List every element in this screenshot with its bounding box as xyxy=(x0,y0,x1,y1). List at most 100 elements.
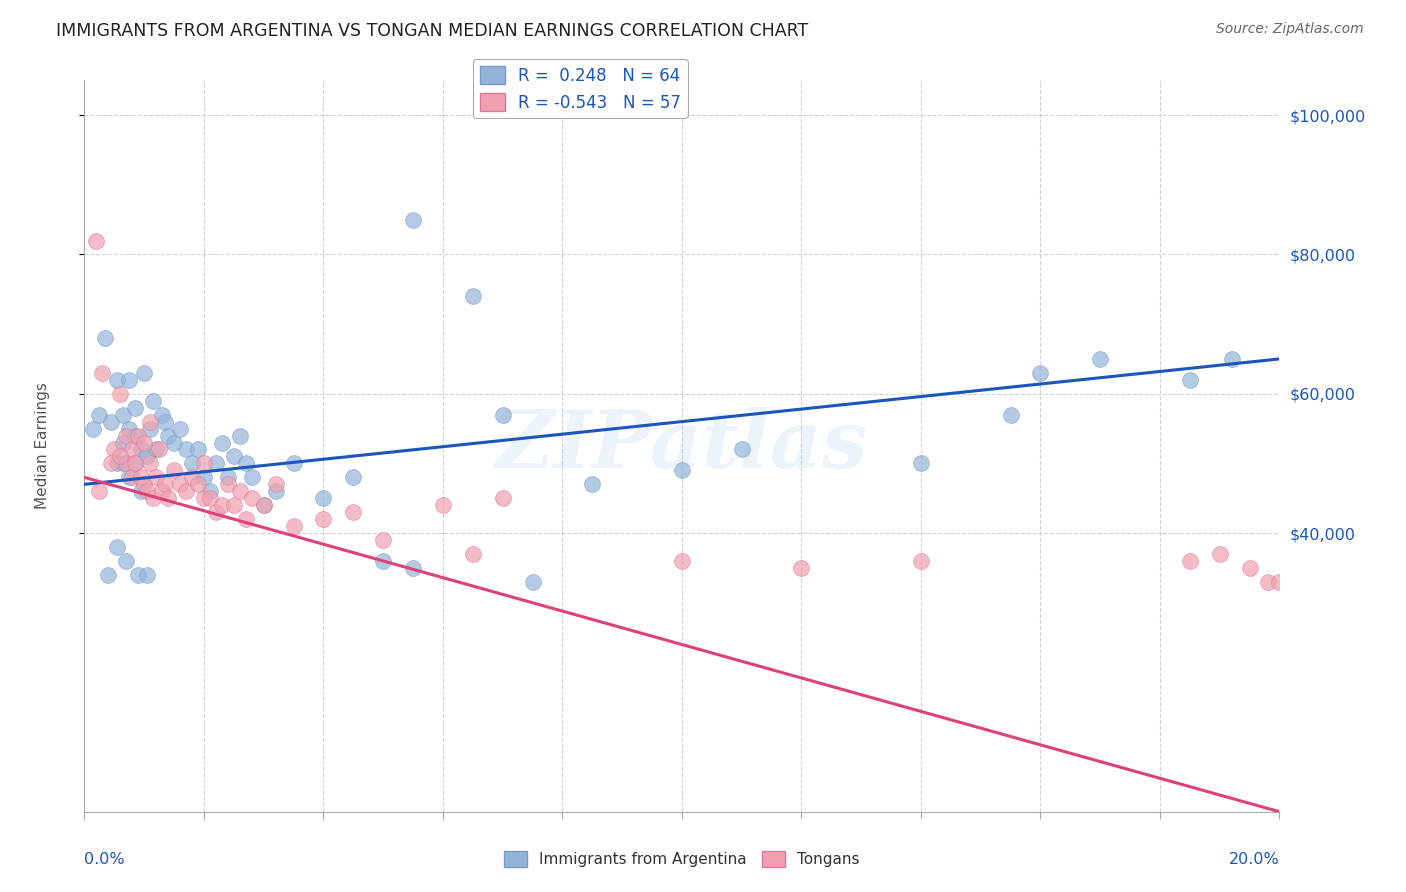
Point xyxy=(118,373,141,387)
Point xyxy=(129,470,152,484)
Point xyxy=(153,415,176,429)
Point xyxy=(163,435,186,450)
Point xyxy=(1257,574,1279,589)
Point xyxy=(312,512,335,526)
Point xyxy=(139,421,162,435)
Point xyxy=(205,505,228,519)
Point xyxy=(240,491,263,506)
Point xyxy=(136,484,159,499)
Point xyxy=(910,554,932,568)
Point xyxy=(193,491,215,506)
Point xyxy=(139,457,162,471)
Point xyxy=(145,470,167,484)
Point xyxy=(342,505,364,519)
Point xyxy=(124,428,146,442)
Point xyxy=(492,408,515,422)
Point xyxy=(132,435,156,450)
Point xyxy=(91,366,114,380)
Point xyxy=(153,477,176,491)
Point xyxy=(731,442,754,457)
Point xyxy=(342,470,364,484)
Point xyxy=(229,428,252,442)
Point xyxy=(100,457,122,471)
Point xyxy=(461,547,484,561)
Point xyxy=(187,477,209,491)
Point xyxy=(373,554,395,568)
Point xyxy=(264,484,287,499)
Point xyxy=(522,574,544,589)
Point xyxy=(312,491,335,506)
Point xyxy=(105,457,128,471)
Point xyxy=(89,484,111,499)
Point xyxy=(150,484,173,499)
Point xyxy=(112,457,135,471)
Point xyxy=(174,484,197,499)
Point xyxy=(671,554,693,568)
Point xyxy=(229,484,252,499)
Point xyxy=(492,491,515,506)
Point xyxy=(86,234,108,248)
Point xyxy=(139,415,162,429)
Point xyxy=(105,540,128,554)
Point xyxy=(110,450,132,464)
Point xyxy=(1268,574,1291,589)
Point xyxy=(150,408,173,422)
Point xyxy=(198,491,221,506)
Text: IMMIGRANTS FROM ARGENTINA VS TONGAN MEDIAN EARNINGS CORRELATION CHART: IMMIGRANTS FROM ARGENTINA VS TONGAN MEDI… xyxy=(56,22,808,40)
Point xyxy=(100,415,122,429)
Point xyxy=(253,498,276,512)
Point xyxy=(205,457,228,471)
Point xyxy=(118,421,141,435)
Point xyxy=(132,477,156,491)
Point xyxy=(790,561,813,575)
Text: ZIPatlas: ZIPatlas xyxy=(496,408,868,484)
Point xyxy=(264,477,287,491)
Point xyxy=(124,457,146,471)
Point xyxy=(283,457,305,471)
Text: 20.0%: 20.0% xyxy=(1229,852,1279,867)
Point xyxy=(157,428,180,442)
Point xyxy=(163,463,186,477)
Text: 0.0%: 0.0% xyxy=(84,852,125,867)
Point xyxy=(82,421,104,435)
Point xyxy=(127,428,149,442)
Point xyxy=(112,435,135,450)
Point xyxy=(1178,554,1201,568)
Point xyxy=(373,533,395,547)
Point xyxy=(187,442,209,457)
Point xyxy=(136,567,159,582)
Point xyxy=(148,442,170,457)
Point xyxy=(174,442,197,457)
Point xyxy=(461,289,484,303)
Point xyxy=(581,477,603,491)
Point xyxy=(211,435,233,450)
Point xyxy=(235,457,257,471)
Point xyxy=(115,554,138,568)
Point xyxy=(142,491,165,506)
Text: Source: ZipAtlas.com: Source: ZipAtlas.com xyxy=(1216,22,1364,37)
Point xyxy=(94,331,117,345)
Point xyxy=(169,477,191,491)
Point xyxy=(142,393,165,408)
Point xyxy=(181,470,204,484)
Point xyxy=(103,442,125,457)
Point xyxy=(222,450,245,464)
Point xyxy=(1239,561,1261,575)
Point xyxy=(124,457,146,471)
Point xyxy=(1090,351,1112,366)
Point xyxy=(1029,366,1052,380)
Point xyxy=(211,498,233,512)
Point xyxy=(181,457,204,471)
Point xyxy=(217,477,239,491)
Point xyxy=(240,470,263,484)
Legend: Immigrants from Argentina, Tongans: Immigrants from Argentina, Tongans xyxy=(498,845,866,873)
Text: Median Earnings: Median Earnings xyxy=(35,383,51,509)
Point xyxy=(1000,408,1022,422)
Point xyxy=(118,470,141,484)
Point xyxy=(253,498,276,512)
Point xyxy=(89,408,111,422)
Point xyxy=(115,428,138,442)
Point xyxy=(283,519,305,533)
Point xyxy=(432,498,454,512)
Point xyxy=(671,463,693,477)
